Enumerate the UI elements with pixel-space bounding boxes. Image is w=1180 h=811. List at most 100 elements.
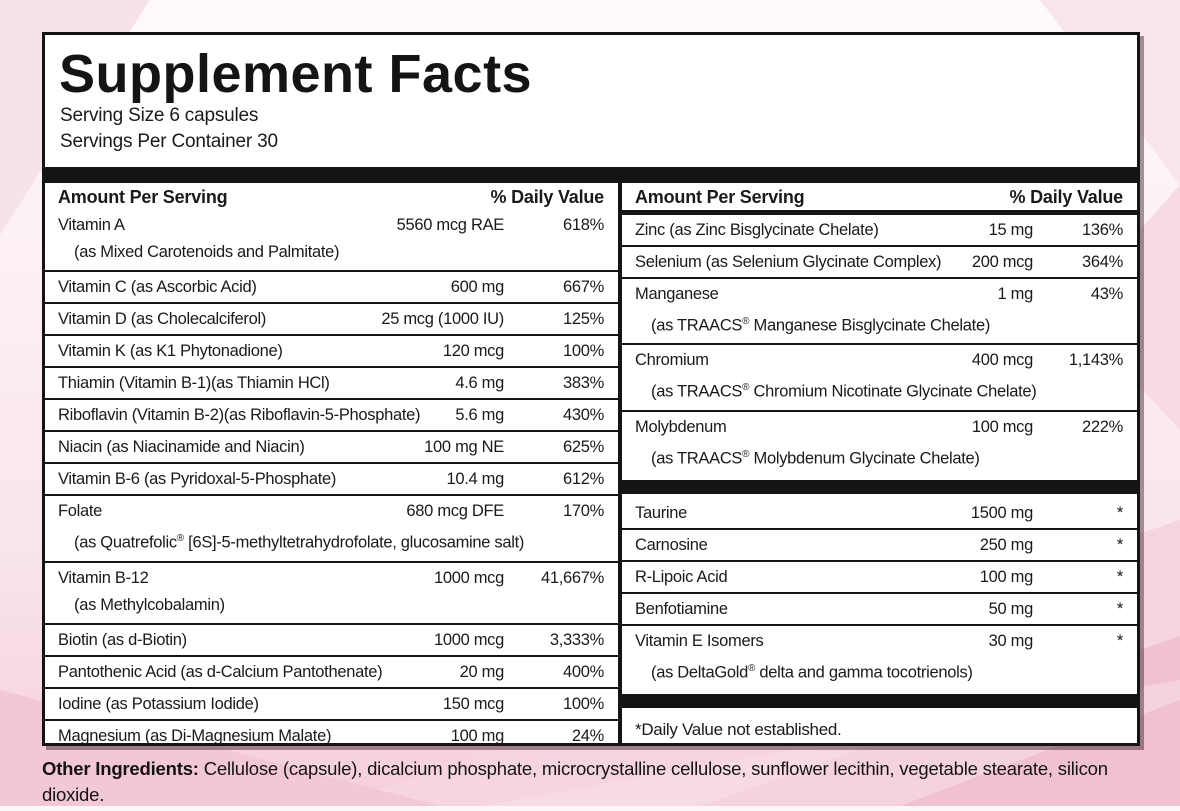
nutrient-name: Molybdenum [635,417,727,436]
nutrient-daily-value: 612% [562,470,604,488]
nutrient-daily-value: * [1116,599,1123,618]
facts-table: Amount Per Serving % Daily Value Vitamin… [45,183,1137,745]
nutrient-row: Iodine (as Potassium Iodide) 150 mcg 100% [45,686,618,719]
nutrient-amount: 5560 mcg RAE [396,216,505,234]
nutrient-name: Vitamin K (as K1 Phytonadione) [58,342,283,360]
nutrient-amount: 100 mcg [971,417,1033,436]
nutrient-amount: 1000 mcg [433,568,504,587]
nutrient-source-subline: (as TRAACS® Molybdenum Glycinate Chelate… [651,448,980,468]
nutrient-daily-value: 3,333% [549,630,604,649]
nutrient-name: R-Lipoic Acid [635,567,728,586]
nutrient-amount: 25 mcg (1000 IU) [381,310,504,328]
nutrient-row: Niacin (as Niacinamide and Niacin) 100 mg… [45,430,618,462]
nutrient-row: Folate 680 mcg DFE 170% (as Quatrefolic® [6… [45,494,618,561]
nutrient-amount: 5.6 mg [455,406,504,424]
nutrient-row: Molybdenum 100 mcg 222% (as TRAACS® Molybde… [622,409,1137,477]
nutrient-row: Manganese 1 mg 43% (as TRAACS® Manganese Bi… [622,276,1137,344]
nutrient-row: Vitamin B-6 (as Pyridoxal-5-Phosphate) 10… [45,462,618,494]
nutrient-amount: 100 mg [450,726,505,745]
daily-value-header: % Daily Value [490,186,605,207]
left-column-header: Amount Per Serving % Daily Value [45,183,618,210]
nutrient-daily-value: 400% [562,662,604,681]
nutrient-amount: 15 mg [988,220,1034,239]
nutrient-row: Biotin (as d-Biotin) 1000 mcg 3,333% [45,622,618,655]
left-column: Amount Per Serving % Daily Value Vitamin… [45,183,618,745]
nutrient-source-subline: (as Quatrefolic® [6S]-5-methyltetrahydro… [74,533,525,552]
nutrient-row: Vitamin B-12 1000 mcg 41,667% (as Methylcob… [45,560,618,623]
nutrient-amount: 120 mcg [442,342,504,360]
nutrient-name: Vitamin B-6 (as Pyridoxal-5-Phosphate) [58,470,337,488]
nutrient-row: Benfotiamine 50 mg * [622,591,1137,624]
nutrient-daily-value: 125% [562,310,604,328]
column-divider [618,183,622,743]
nutrient-name: Thiamin (Vitamin B-1)(as Thiamin HCl) [58,374,330,392]
nutrient-daily-value: 43% [1090,284,1123,303]
nutrient-row: Pantothenic Acid (as d-Calcium Pantothen… [45,654,618,687]
nutrient-amount: 150 mcg [442,694,504,713]
nutrient-amount: 1 mg [997,284,1034,303]
other-ingredients-label: Other Ingredients: [42,758,199,779]
nutrient-name: Chromium [635,351,709,370]
nutrient-daily-value: 618% [562,216,604,234]
nutrient-name: Biotin (as d-Biotin) [58,630,187,649]
nutrient-source-subline: (as TRAACS® Chromium Nicotinate Glycinat… [651,382,1037,401]
servings-per-container-text: Servings Per Container 30 [60,131,278,152]
nutrient-source-subline: (as DeltaGold® delta and gamma tocotrien… [651,662,973,682]
nutrient-row: R-Lipoic Acid 100 mg * [622,559,1137,592]
nutrient-daily-value: 100% [562,694,604,713]
nutrient-daily-value: * [1116,503,1123,522]
amount-per-serving-header: Amount Per Serving [635,186,805,207]
nutrient-row: Vitamin A 5560 mcg RAE 618% (as Mixed Carot… [45,210,618,270]
nutrient-row: Vitamin D (as Cholecalciferol) 25 mcg (10… [45,302,618,334]
nutrient-row: Chromium 400 mcg 1,143% (as TRAACS® Chromiu… [622,343,1137,410]
nutrient-amount: 600 mg [450,278,505,296]
nutrient-source-subline: (as Mixed Carotenoids and Palmitate) [74,243,340,261]
nutrient-row: Riboflavin (Vitamin B-2)(as Riboflavin-5… [45,398,618,430]
nutrient-name: Zinc (as Zinc Bisglycinate Chelate) [635,220,879,239]
nutrient-name: Vitamin E Isomers [635,631,764,650]
nutrient-amount: 1000 mcg [433,630,504,649]
serving-size-text: Serving Size 6 capsules [60,105,259,126]
mineral-rows: Zinc (as Zinc Bisglycinate Chelate) 15 mg… [622,215,1137,477]
nutrient-name: Pantothenic Acid (as d-Calcium Pantothen… [58,662,383,681]
top-divider-bar [45,167,1137,183]
page-title: Supplement Facts [59,44,533,104]
daily-value-header: % Daily Value [1009,186,1124,207]
nutrient-daily-value: 1,143% [1068,351,1123,370]
nutrient-amount: 1500 mg [970,503,1033,522]
nutrient-source-subline: (as Methylcobalamin) [74,595,225,614]
nutrient-amount: 30 mg [988,631,1034,650]
nutrient-row: Magnesium (as Di-Magnesium Malate) 100 mg… [45,718,618,751]
nutrient-amount: 250 mg [979,535,1034,554]
nutrient-name: Riboflavin (Vitamin B-2)(as Riboflavin-5… [58,406,421,424]
supplement-facts-panel: Supplement Facts Serving Size 6 capsules… [42,32,1140,746]
nutrient-row: Vitamin E Isomers 30 mg * (as DeltaGold® de… [622,623,1137,691]
right-column-header: Amount Per Serving % Daily Value [622,183,1137,210]
nutrient-amount: 100 mg NE [424,438,504,456]
nutrient-amount: 400 mcg [971,351,1033,370]
nutrient-daily-value: * [1116,567,1123,586]
left-nutrient-rows: Vitamin A 5560 mcg RAE 618% (as Mixed Carot… [45,210,618,751]
nutrient-row: Vitamin C (as Ascorbic Acid) 600 mg 667% [45,270,618,302]
nutrient-name: Benfotiamine [635,599,728,618]
nutrient-name: Selenium (as Selenium Glycinate Complex) [635,252,942,271]
nutrient-row: Taurine 1500 mg * [622,498,1137,528]
nutrient-daily-value: * [1116,535,1123,554]
nutrient-daily-value: 41,667% [540,568,604,587]
nutrient-name: Vitamin B-12 [58,568,149,587]
nutrient-amount: 50 mg [988,599,1034,618]
nutrient-name: Carnosine [635,535,708,554]
nutrient-daily-value: 170% [562,502,604,520]
nutrient-row: Vitamin K (as K1 Phytonadione) 120 mcg 100… [45,334,618,366]
nutrient-source-subline: (as TRAACS® Manganese Bisglycinate Chela… [651,315,991,335]
nutrient-daily-value: 100% [562,342,604,360]
nutrient-amount: 20 mg [459,662,505,681]
nutrient-daily-value: 625% [562,438,604,456]
other-compound-rows: Taurine 1500 mg * Carnosine 250 mg * R-Lipoic … [622,498,1137,691]
nutrient-amount: 680 mcg DFE [406,502,504,520]
nutrient-daily-value: 383% [562,374,604,392]
nutrient-daily-value: 136% [1081,220,1123,239]
nutrient-daily-value: 222% [1081,417,1123,436]
nutrient-amount: 4.6 mg [455,374,504,392]
nutrient-name: Manganese [635,284,719,303]
